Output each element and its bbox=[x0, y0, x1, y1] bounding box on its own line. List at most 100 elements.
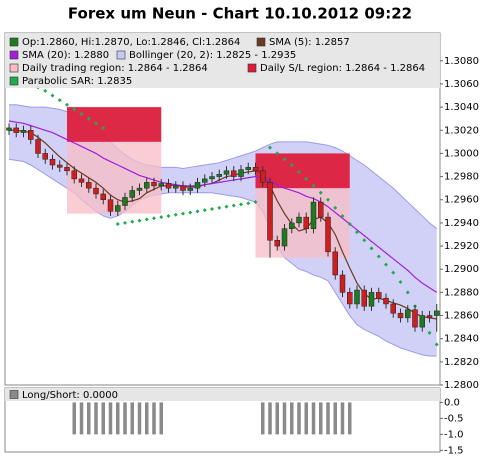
legend-label: Daily S/L region: 1.2864 - 1.2864 bbox=[260, 63, 425, 74]
candle-body bbox=[194, 182, 201, 189]
candle-body bbox=[267, 182, 273, 241]
candle-body bbox=[296, 216, 302, 224]
y-tick-label: 1.2960 bbox=[444, 195, 479, 206]
long-short-bar bbox=[290, 402, 294, 435]
long-short-bar bbox=[87, 402, 91, 435]
y-tick-label: 1.2900 bbox=[444, 264, 479, 275]
sar-dot bbox=[224, 204, 229, 209]
sar-dot bbox=[210, 207, 214, 211]
sar-dot bbox=[50, 93, 55, 98]
y-tick-label: 1.2980 bbox=[444, 172, 479, 183]
sar-dot bbox=[159, 215, 164, 220]
sar-dot bbox=[362, 238, 367, 243]
candle-body bbox=[115, 205, 121, 212]
sar-dot bbox=[94, 121, 98, 126]
candle-body bbox=[209, 176, 215, 180]
long-short-bar bbox=[116, 402, 120, 435]
candle-body bbox=[42, 153, 48, 160]
y-tick-label: 1.3000 bbox=[444, 148, 479, 159]
sar-dot bbox=[427, 330, 432, 335]
candle-body bbox=[376, 292, 382, 299]
sar-dot bbox=[43, 88, 48, 93]
long-short-bar bbox=[340, 402, 345, 435]
sar-dot bbox=[86, 116, 91, 121]
long-short-bar bbox=[145, 402, 149, 435]
candle-body bbox=[332, 251, 338, 276]
sar-dot bbox=[405, 290, 410, 295]
sar-dot bbox=[347, 222, 352, 227]
y-tick-label: 1.2940 bbox=[444, 218, 479, 229]
candle-body bbox=[354, 289, 360, 305]
sar-dot bbox=[195, 209, 200, 214]
sar-dot bbox=[391, 270, 396, 275]
candle-body bbox=[434, 310, 440, 316]
sar-dot bbox=[217, 205, 222, 210]
candle-body bbox=[405, 309, 411, 319]
candle-body bbox=[419, 315, 425, 328]
legend-swatch bbox=[9, 390, 19, 399]
candle-body bbox=[339, 274, 346, 293]
sar-dot bbox=[144, 217, 149, 222]
long-short-bar bbox=[130, 402, 134, 435]
legend-label: SMA (5): 1.2857 bbox=[269, 37, 350, 48]
sar-dot bbox=[115, 222, 120, 227]
candle-body bbox=[173, 185, 179, 189]
long-short-bar bbox=[326, 402, 330, 435]
sar-dot bbox=[202, 208, 207, 213]
sar-dot bbox=[79, 112, 84, 117]
candle-body bbox=[397, 312, 404, 319]
indicator-line bbox=[8, 120, 438, 293]
sar-dot bbox=[231, 203, 236, 208]
legend-swatch bbox=[116, 50, 126, 60]
long-short-bar bbox=[123, 402, 127, 435]
sar-dot bbox=[173, 212, 178, 217]
candle-body bbox=[129, 190, 135, 198]
sar-dot bbox=[123, 220, 127, 225]
candle-body bbox=[78, 178, 85, 183]
sar-dot bbox=[65, 102, 69, 107]
sar-dot bbox=[398, 279, 403, 284]
candle-body bbox=[57, 164, 63, 168]
y-tick-label: 1.2860 bbox=[444, 311, 479, 322]
candle-body bbox=[122, 197, 128, 206]
long-short-bar bbox=[79, 402, 84, 435]
candle-body bbox=[238, 169, 244, 177]
candle-body bbox=[368, 292, 375, 307]
candle-body bbox=[383, 297, 389, 305]
long-short-bar bbox=[304, 402, 308, 435]
long-short-bar bbox=[101, 402, 105, 435]
y-tick-label: -1.5 bbox=[444, 445, 464, 456]
sar-dot bbox=[239, 202, 243, 207]
candle-body bbox=[252, 167, 259, 172]
long-short-bar bbox=[159, 402, 163, 435]
sar-dot bbox=[304, 176, 309, 181]
sar-dot bbox=[434, 342, 439, 347]
legend-label: SMA (20): 1.2880 bbox=[22, 50, 109, 61]
legend-label: Bollinger (20, 2): 1.2825 - 1.2935 bbox=[129, 50, 296, 61]
long-short-bar bbox=[333, 402, 337, 435]
legend-swatch bbox=[9, 50, 19, 60]
candle-body bbox=[347, 292, 353, 305]
candle-body bbox=[71, 170, 77, 180]
sar-dot bbox=[137, 218, 142, 223]
y-tick-label: 1.3040 bbox=[444, 102, 479, 113]
legend-label: Parabolic SAR: 1.2835 bbox=[22, 76, 132, 87]
candle-body bbox=[165, 183, 172, 189]
sar-dot bbox=[355, 230, 359, 235]
candle-body bbox=[49, 158, 56, 166]
sar-dot bbox=[333, 205, 338, 210]
candle-body bbox=[93, 187, 99, 195]
legend-label: Long/Short: 0.0000 bbox=[22, 390, 118, 401]
candle-body bbox=[13, 127, 19, 133]
long-short-bar bbox=[94, 402, 98, 435]
candle-body bbox=[35, 139, 41, 154]
sar-dot bbox=[384, 262, 388, 267]
candle-body bbox=[245, 167, 251, 170]
legend-swatch bbox=[256, 37, 266, 47]
long-short-bar bbox=[348, 402, 352, 435]
long-short-bar bbox=[311, 402, 316, 435]
sar-dot bbox=[246, 201, 251, 206]
candle-body bbox=[144, 182, 150, 189]
sar-dot bbox=[72, 107, 77, 112]
